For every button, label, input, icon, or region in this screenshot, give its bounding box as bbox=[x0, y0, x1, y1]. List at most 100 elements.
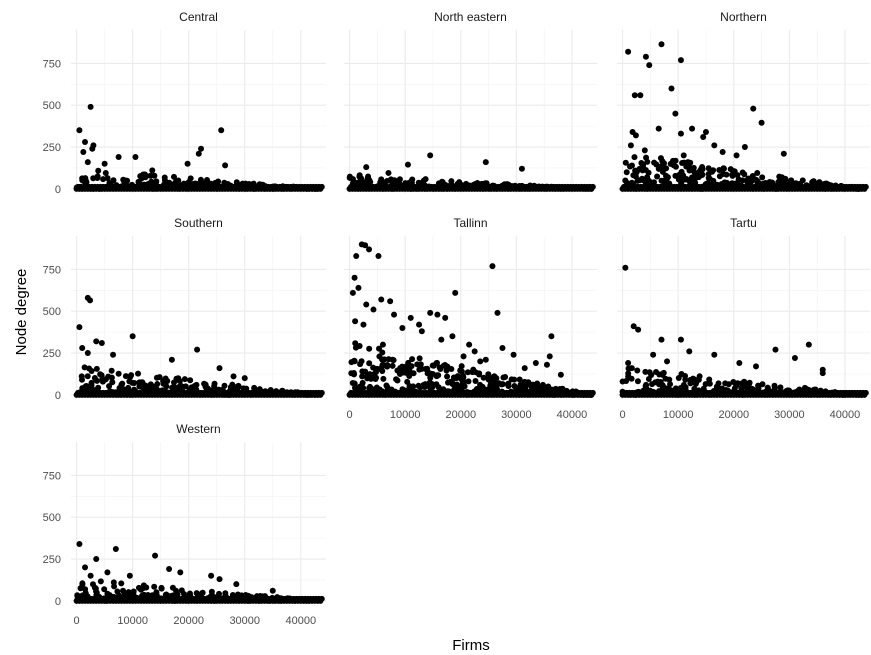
data-point bbox=[137, 173, 144, 180]
data-point bbox=[424, 370, 431, 377]
data-point bbox=[80, 149, 87, 156]
data-point bbox=[358, 175, 365, 182]
facet-strip-label: Southern bbox=[174, 216, 223, 230]
data-point bbox=[416, 355, 423, 362]
data-point bbox=[654, 173, 661, 180]
data-point bbox=[346, 173, 353, 180]
data-point bbox=[399, 324, 406, 331]
data-point bbox=[753, 176, 760, 183]
data-point bbox=[699, 164, 706, 171]
data-point bbox=[318, 183, 325, 190]
y-axis-title: Node degree bbox=[13, 269, 30, 356]
data-point bbox=[499, 381, 506, 388]
data-point bbox=[720, 165, 727, 172]
y-tick-label: 0 bbox=[55, 596, 61, 608]
data-point bbox=[98, 339, 105, 346]
data-point bbox=[351, 274, 358, 281]
data-point bbox=[202, 383, 209, 390]
data-point bbox=[659, 168, 666, 175]
data-point bbox=[508, 376, 515, 383]
data-point bbox=[518, 165, 525, 172]
data-point bbox=[79, 345, 86, 352]
data-point bbox=[494, 309, 501, 316]
data-point bbox=[391, 177, 398, 184]
data-point bbox=[722, 380, 729, 387]
y-tick-label: 0 bbox=[55, 390, 61, 402]
data-point bbox=[465, 378, 472, 385]
data-point bbox=[378, 296, 385, 303]
data-point bbox=[88, 368, 95, 375]
data-point bbox=[741, 144, 748, 151]
data-point bbox=[366, 345, 373, 352]
data-point bbox=[736, 360, 743, 367]
data-point bbox=[720, 171, 727, 178]
data-point bbox=[90, 142, 97, 149]
data-point bbox=[415, 382, 422, 389]
data-point bbox=[632, 132, 639, 139]
data-point bbox=[689, 125, 696, 132]
data-point bbox=[435, 372, 442, 379]
data-point bbox=[625, 365, 632, 372]
data-point bbox=[417, 361, 424, 368]
data-point bbox=[476, 370, 483, 377]
data-point bbox=[139, 379, 146, 386]
data-point bbox=[269, 587, 276, 594]
data-point bbox=[367, 179, 374, 186]
data-point bbox=[135, 584, 142, 591]
data-point bbox=[95, 167, 102, 174]
data-point bbox=[667, 381, 674, 388]
data-point bbox=[170, 173, 177, 180]
data-point bbox=[104, 590, 111, 597]
data-point bbox=[640, 177, 647, 184]
data-point bbox=[451, 375, 458, 382]
data-point bbox=[502, 374, 509, 381]
data-point bbox=[721, 179, 728, 186]
data-point bbox=[681, 176, 688, 183]
data-point bbox=[677, 130, 684, 137]
data-point bbox=[449, 333, 456, 340]
data-point bbox=[153, 178, 160, 185]
data-point bbox=[641, 147, 648, 154]
data-point bbox=[418, 328, 425, 335]
data-point bbox=[129, 333, 136, 340]
data-point bbox=[79, 376, 86, 383]
data-point bbox=[623, 169, 630, 176]
data-point bbox=[149, 167, 156, 174]
data-point bbox=[218, 127, 225, 134]
data-point bbox=[655, 125, 662, 132]
data-point bbox=[97, 578, 104, 585]
data-point bbox=[363, 301, 370, 308]
x-tick-label: 10000 bbox=[663, 409, 694, 421]
data-point bbox=[177, 569, 184, 576]
data-point bbox=[84, 373, 91, 380]
data-point bbox=[390, 357, 397, 364]
data-point bbox=[480, 374, 487, 381]
data-point bbox=[819, 370, 826, 377]
data-point bbox=[452, 289, 459, 296]
data-point bbox=[650, 351, 657, 358]
data-point bbox=[216, 576, 223, 583]
data-point bbox=[637, 92, 644, 99]
data-point bbox=[198, 145, 205, 152]
data-point bbox=[634, 367, 641, 374]
data-point bbox=[173, 375, 180, 382]
data-point bbox=[625, 360, 632, 367]
data-point bbox=[643, 154, 650, 161]
data-point bbox=[152, 552, 159, 559]
data-point bbox=[658, 177, 665, 184]
data-point bbox=[176, 383, 183, 390]
data-point bbox=[153, 385, 160, 392]
data-point bbox=[399, 363, 406, 370]
facet-strip-label: Central bbox=[179, 10, 218, 24]
data-point bbox=[780, 150, 787, 157]
data-point bbox=[84, 159, 91, 166]
data-point bbox=[366, 371, 373, 378]
data-point bbox=[477, 358, 484, 365]
data-point bbox=[84, 350, 91, 357]
x-tick-label: 40000 bbox=[557, 409, 588, 421]
data-point bbox=[625, 48, 632, 55]
data-point bbox=[156, 374, 163, 381]
data-point bbox=[375, 253, 382, 260]
data-point bbox=[700, 133, 707, 140]
data-point bbox=[203, 179, 210, 186]
